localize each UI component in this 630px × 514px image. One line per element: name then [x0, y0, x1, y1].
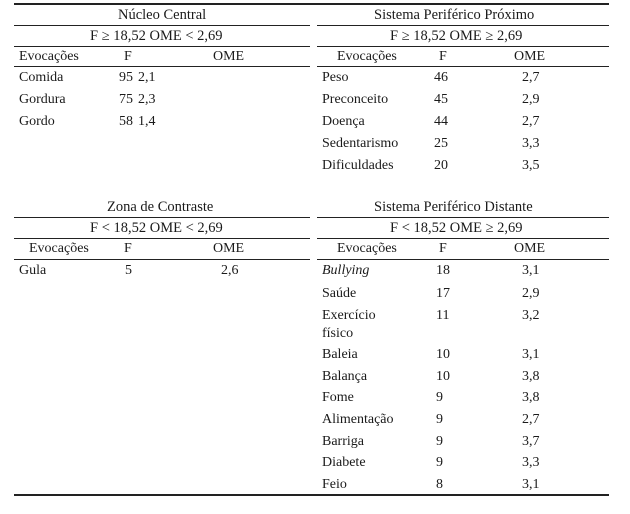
distante-header-evocacoes: Evocações [337, 242, 397, 256]
table-cell-ome: 2,3 [138, 93, 156, 107]
table-cell-f: 5 [125, 264, 132, 278]
proximo-header-f: F [439, 50, 447, 64]
bottom-rule [14, 494, 609, 496]
contraste-header-ome: OME [213, 242, 244, 256]
contraste-title-rule [14, 217, 310, 218]
table-cell-f: 9 [436, 413, 443, 427]
table-cell-ome: 2,1 [138, 71, 156, 85]
table-cell-word: Barriga [322, 435, 364, 449]
table-cell-f: 9 [436, 456, 443, 470]
table-cell-ome: 3,8 [522, 370, 540, 384]
table-cell-word: Peso [322, 71, 348, 85]
table-cell-ome: 2,9 [522, 287, 540, 301]
table-cell-word: Baleia [322, 348, 358, 362]
table-cell-f: 45 [434, 93, 448, 107]
nucleo-header-rule [14, 66, 310, 67]
table-cell-f: 44 [434, 115, 448, 129]
table-cell-f: 9 [436, 391, 443, 405]
contraste-header-rule [14, 259, 310, 260]
nucleo-header-f: F [124, 50, 132, 64]
table-cell-word: Gordo [19, 115, 55, 129]
nucleo-title: Núcleo Central [118, 8, 206, 23]
table-cell-f: 25 [434, 137, 448, 151]
table-cell-f: 9 [436, 435, 443, 449]
distante-title-rule [317, 217, 609, 218]
proximo-title-rule [317, 25, 609, 26]
table-cell-ome: 2,9 [522, 93, 540, 107]
nucleo-header-ome: OME [213, 50, 244, 64]
table-cell-ome: 3,1 [522, 264, 540, 278]
table-cell-f: 8 [436, 478, 443, 492]
proximo-header-evocacoes: Evocações [337, 50, 397, 64]
top-rule [14, 3, 609, 5]
table-cell-f: 10 [436, 348, 450, 362]
proximo-condition-rule [317, 46, 609, 47]
contraste-header-f: F [124, 242, 132, 256]
table-cell-ome: 2,7 [522, 115, 540, 129]
table-cell-ome: 3,2 [522, 309, 540, 323]
table-cell-f: 20 [434, 159, 448, 173]
table-cell-word: Doença [322, 115, 365, 129]
table-cell-word: Saúde [322, 287, 356, 301]
table-cell-ome: 3,3 [522, 137, 540, 151]
table-cell-word: Exercício [322, 309, 376, 323]
contraste-title: Zona de Contraste [107, 200, 213, 215]
table-cell-word: físico [322, 327, 353, 341]
table-cell-word: Gula [19, 264, 46, 278]
table-cell-ome: 2,7 [522, 71, 540, 85]
distante-header-ome: OME [514, 242, 545, 256]
table-cell-ome: 3,1 [522, 348, 540, 362]
table-cell-f: 58 [119, 115, 133, 129]
table-cell-word: Fome [322, 391, 354, 405]
proximo-header-rule [317, 66, 609, 67]
table-cell-f: 95 [119, 71, 133, 85]
nucleo-condition: F ≥ 18,52 OME < 2,69 [90, 29, 223, 44]
table-cell-ome: 2,7 [522, 413, 540, 427]
proximo-header-ome: OME [514, 50, 545, 64]
distante-header-f: F [439, 242, 447, 256]
table-cell-f: 10 [436, 370, 450, 384]
proximo-title: Sistema Periférico Próximo [374, 8, 534, 23]
distante-header-rule [317, 259, 609, 260]
table-cell-word: Sedentarismo [322, 137, 398, 151]
nucleo-title-rule [14, 25, 310, 26]
table-cell-word: Feio [322, 478, 347, 492]
nucleo-condition-rule [14, 46, 310, 47]
table-cell-ome: 3,3 [522, 456, 540, 470]
table-cell-word: Dificuldades [322, 159, 394, 173]
table-cell-ome: 1,4 [138, 115, 156, 129]
table-cell-word: Comida [19, 71, 63, 85]
table-cell-f: 18 [436, 264, 450, 278]
distante-condition-rule [317, 238, 609, 239]
contraste-header-evocacoes: Evocações [29, 242, 89, 256]
table-cell-word: Bullying [322, 264, 369, 278]
table-cell-f: 17 [436, 287, 450, 301]
table-cell-word: Alimentação [322, 413, 394, 427]
table-cell-f: 75 [119, 93, 133, 107]
table-cell-ome: 3,5 [522, 159, 540, 173]
table-cell-ome: 2,6 [221, 264, 239, 278]
table-cell-word: Balança [322, 370, 367, 384]
table-cell-f: 46 [434, 71, 448, 85]
contraste-condition-rule [14, 238, 310, 239]
table-cell-word: Preconceito [322, 93, 388, 107]
distante-condition: F < 18,52 OME ≥ 2,69 [390, 221, 523, 236]
nucleo-header-evocacoes: Evocações [19, 50, 79, 64]
table-cell-ome: 3,7 [522, 435, 540, 449]
table-cell-ome: 3,1 [522, 478, 540, 492]
proximo-condition: F ≥ 18,52 OME ≥ 2,69 [390, 29, 522, 44]
contraste-condition: F < 18,52 OME < 2,69 [90, 221, 223, 236]
distante-title: Sistema Periférico Distante [374, 200, 533, 215]
table-cell-word: Diabete [322, 456, 366, 470]
table-cell-ome: 3,8 [522, 391, 540, 405]
table-cell-f: 11 [436, 309, 449, 323]
table-cell-word: Gordura [19, 93, 66, 107]
